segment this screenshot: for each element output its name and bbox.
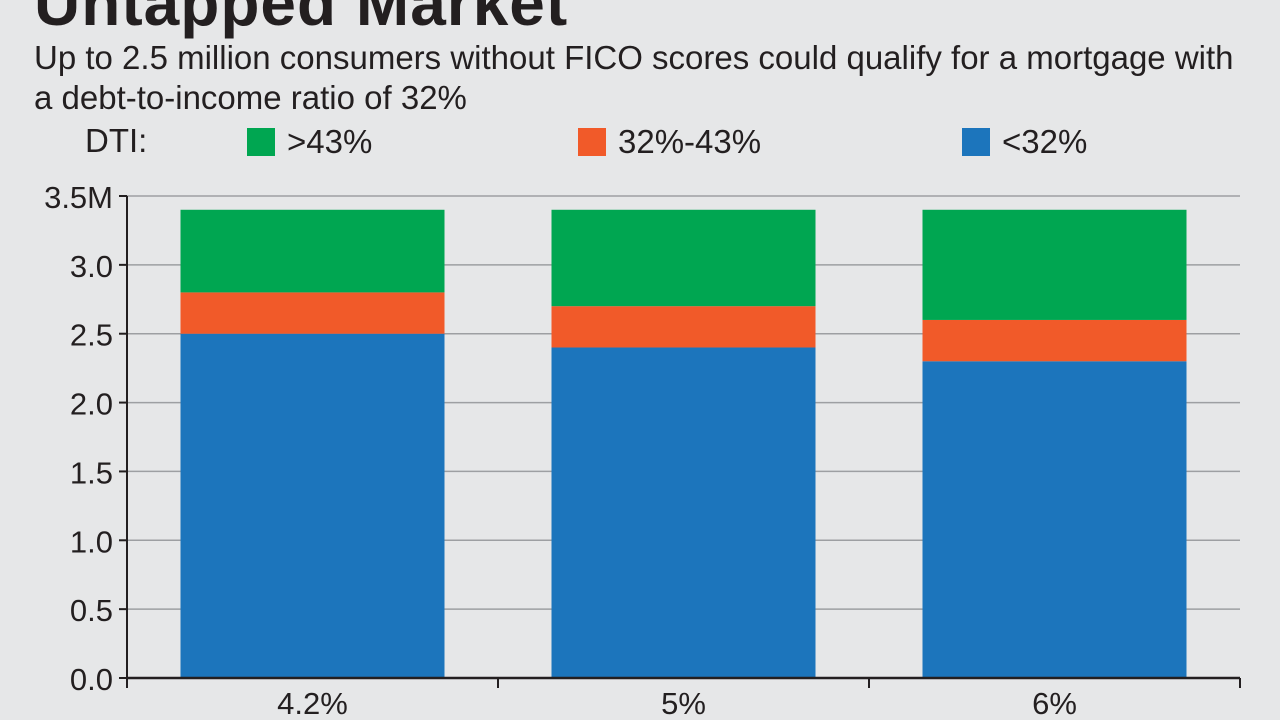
- legend-label-over-43: >43%: [287, 123, 373, 160]
- chart-subtitle: Up to 2.5 million consumers without FICO…: [34, 39, 1234, 116]
- x-tick-label-1: 5%: [661, 686, 706, 720]
- y-tick-label-4: 2.0: [70, 387, 113, 422]
- y-tick-label-7: 3.5M: [44, 180, 113, 215]
- y-tick-label-5: 2.5: [70, 318, 113, 353]
- chart-title: Untapped Market: [34, 0, 569, 39]
- y-tick-label-1: 0.5: [70, 593, 113, 628]
- x-tick-label-2: 6%: [1032, 686, 1077, 720]
- bar-2-series-0: [922, 361, 1187, 678]
- legend-swatch-under-32: [962, 128, 990, 156]
- y-tick-label-2: 1.0: [70, 524, 113, 559]
- legend-swatch-32-43: [578, 128, 606, 156]
- legend-label-32-43: 32%-43%: [618, 123, 762, 160]
- bar-1-series-0: [551, 347, 816, 678]
- bar-1-series-2: [551, 209, 816, 307]
- legend-label-under-32: <32%: [1002, 123, 1088, 160]
- legend-prefix: DTI:: [85, 122, 148, 159]
- legend-swatch-over-43: [247, 128, 275, 156]
- bar-0-series-2: [180, 209, 445, 293]
- y-tick-label-3: 1.5: [70, 455, 113, 490]
- bar-1-series-1: [551, 306, 816, 348]
- bar-0-series-0: [180, 333, 445, 678]
- bar-2-series-1: [922, 319, 1187, 362]
- y-tick-label-6: 3.0: [70, 249, 113, 284]
- legend-item-under-32: <32%: [962, 122, 1087, 162]
- legend-item-over-43: >43%: [247, 122, 372, 162]
- y-tick-label-0: 0.0: [70, 662, 113, 697]
- legend: DTI: >43% 32%-43% <32%: [0, 120, 1280, 164]
- x-tick-label-0: 4.2%: [277, 686, 348, 720]
- legend-item-32-43: 32%-43%: [578, 122, 761, 162]
- bar-0-series-1: [180, 292, 445, 334]
- bar-2-series-2: [922, 209, 1187, 320]
